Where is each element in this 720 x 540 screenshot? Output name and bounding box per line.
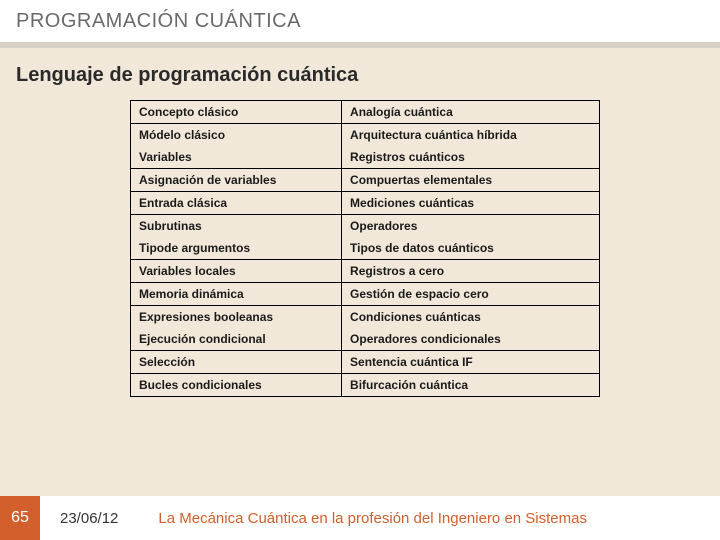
table-row: Ejecución condicionalOperadores condicio… [131, 328, 600, 351]
cell-classic: Variables locales [131, 260, 342, 283]
cell-classic: Entrada clásica [131, 192, 342, 215]
slide-header: PROGRAMACIÓN CUÁNTICA [0, 0, 720, 42]
concepts-table-container: Concepto clásico Analogía cuántica Módel… [130, 100, 600, 397]
cell-classic: Expresiones booleanas [131, 306, 342, 329]
table-row: Expresiones booleanasCondiciones cuántic… [131, 306, 600, 329]
slide-number: 65 [0, 496, 40, 540]
slide-date: 23/06/12 [60, 510, 118, 527]
col-header-classic: Concepto clásico [131, 101, 342, 124]
table-row: Variables localesRegistros a cero [131, 260, 600, 283]
slide-footer: 65 23/06/12 La Mecánica Cuántica en la p… [0, 496, 720, 540]
cell-quantum: Compuertas elementales [342, 169, 600, 192]
cell-classic: Ejecución condicional [131, 328, 342, 351]
table-row: SelecciónSentencia cuántica IF [131, 351, 600, 374]
cell-classic: Variables [131, 146, 342, 169]
cell-classic: Memoria dinámica [131, 283, 342, 306]
cell-classic: Asignación de variables [131, 169, 342, 192]
concepts-table: Concepto clásico Analogía cuántica Módel… [130, 100, 600, 397]
table-row: SubrutinasOperadores [131, 215, 600, 238]
cell-classic: Módelo clásico [131, 124, 342, 147]
col-header-quantum: Analogía cuántica [342, 101, 600, 124]
header-divider [0, 42, 720, 48]
cell-quantum: Operadores condicionales [342, 328, 600, 351]
cell-classic: Tipode argumentos [131, 237, 342, 260]
cell-quantum: Condiciones cuánticas [342, 306, 600, 329]
cell-quantum: Gestión de espacio cero [342, 283, 600, 306]
cell-quantum: Operadores [342, 215, 600, 238]
cell-quantum: Arquitectura cuántica híbrida [342, 124, 600, 147]
table-row: VariablesRegistros cuánticos [131, 146, 600, 169]
cell-quantum: Sentencia cuántica IF [342, 351, 600, 374]
cell-quantum: Mediciones cuánticas [342, 192, 600, 215]
table-row: Módelo clásicoArquitectura cuántica híbr… [131, 124, 600, 147]
table-row: Memoria dinámicaGestión de espacio cero [131, 283, 600, 306]
cell-quantum: Tipos de datos cuánticos [342, 237, 600, 260]
table-row: Asignación de variablesCompuertas elemen… [131, 169, 600, 192]
table-body: Módelo clásicoArquitectura cuántica híbr… [131, 124, 600, 397]
cell-quantum: Registros a cero [342, 260, 600, 283]
table-row: Bucles condicionalesBifurcación cuántica [131, 374, 600, 397]
cell-classic: Subrutinas [131, 215, 342, 238]
slide-title: PROGRAMACIÓN CUÁNTICA [16, 10, 301, 33]
cell-classic: Selección [131, 351, 342, 374]
cell-classic: Bucles condicionales [131, 374, 342, 397]
cell-quantum: Bifurcación cuántica [342, 374, 600, 397]
cell-quantum: Registros cuánticos [342, 146, 600, 169]
footer-text: La Mecánica Cuántica en la profesión del… [158, 510, 587, 527]
table-row: Tipode argumentosTipos de datos cuántico… [131, 237, 600, 260]
table-row: Entrada clásicaMediciones cuánticas [131, 192, 600, 215]
slide-subtitle: Lenguaje de programación cuántica [16, 64, 358, 87]
table-header-row: Concepto clásico Analogía cuántica [131, 101, 600, 124]
